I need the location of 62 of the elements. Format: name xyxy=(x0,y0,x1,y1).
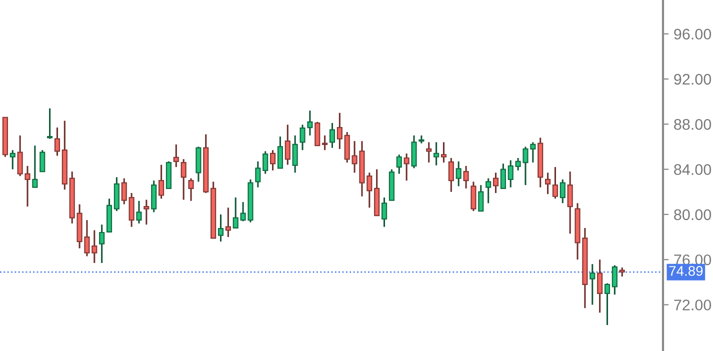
candlestick xyxy=(619,266,625,278)
candlestick xyxy=(99,224,105,264)
candlestick xyxy=(396,154,402,175)
candlestick xyxy=(545,172,551,195)
candlestick xyxy=(292,134,298,174)
candlestick xyxy=(560,178,566,204)
candlestick xyxy=(54,126,60,157)
candlestick xyxy=(40,149,46,172)
candlestick xyxy=(47,108,53,140)
candlestick xyxy=(440,141,447,164)
candlestick xyxy=(270,149,276,172)
y-tick-label: 92.00 xyxy=(674,74,712,85)
candlestick xyxy=(486,178,492,204)
candlestick xyxy=(404,152,410,182)
candlestick xyxy=(322,134,328,151)
candlestick xyxy=(470,180,476,212)
candlestick xyxy=(262,150,268,175)
y-tick-label: 72.00 xyxy=(674,300,712,310)
candlestick xyxy=(180,158,186,201)
candlestick xyxy=(426,141,432,164)
candlestick xyxy=(136,200,142,224)
candlestick xyxy=(121,178,127,206)
candlestick xyxy=(492,172,499,194)
candlestick xyxy=(381,196,388,228)
candlestick xyxy=(10,149,16,170)
candlestick xyxy=(255,160,261,188)
candlestick xyxy=(478,184,484,212)
candlestick xyxy=(604,282,610,326)
candlestick xyxy=(552,166,558,200)
candlestick xyxy=(508,160,514,188)
candlestick xyxy=(158,164,164,200)
candlestick xyxy=(92,229,98,264)
candlestick xyxy=(277,136,283,169)
y-tick-label: 88.00 xyxy=(674,119,712,130)
candlestick xyxy=(344,131,350,164)
candlestick xyxy=(612,264,618,296)
candlestick xyxy=(456,160,462,187)
candlestick xyxy=(411,134,417,169)
candlestick xyxy=(284,124,290,166)
candlestick xyxy=(448,157,454,193)
candlestick xyxy=(336,112,342,150)
candlestick xyxy=(329,122,336,149)
y-tick-label: 96.00 xyxy=(674,28,712,40)
candlestick xyxy=(151,180,157,213)
candlestick xyxy=(500,162,506,190)
candlestick xyxy=(590,263,596,306)
candlestick xyxy=(567,170,573,234)
candlestick xyxy=(188,178,194,202)
y-tick-label: 80.00 xyxy=(674,209,712,220)
candlestick xyxy=(463,165,469,190)
candlestick xyxy=(128,192,134,228)
candlestick xyxy=(218,214,224,242)
ref-line-label: 74.89 xyxy=(669,266,703,276)
candlestick xyxy=(597,258,603,314)
candlestick xyxy=(434,141,440,166)
y-tick-label: 84.00 xyxy=(674,164,712,175)
candlestick xyxy=(144,199,150,226)
candlestick xyxy=(232,196,238,229)
candlestick xyxy=(314,121,320,146)
candlestick xyxy=(225,206,231,238)
candlestick xyxy=(32,144,38,188)
candlestick xyxy=(173,144,179,168)
